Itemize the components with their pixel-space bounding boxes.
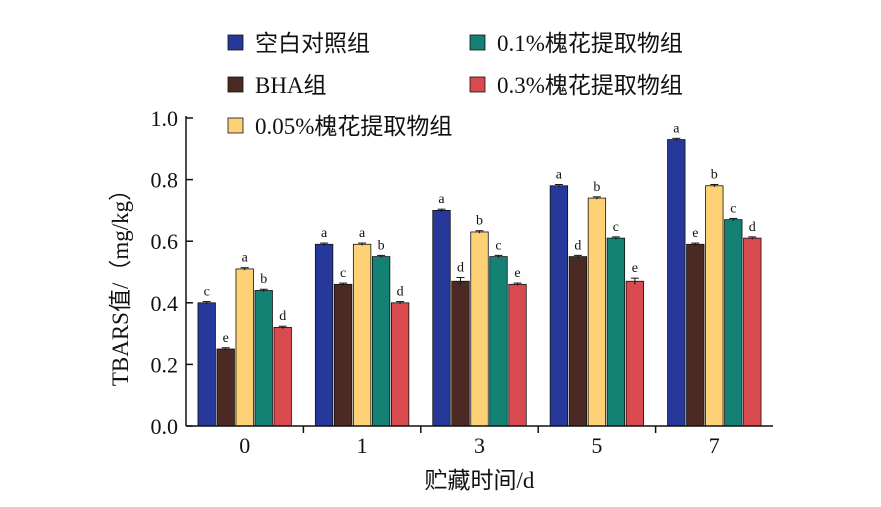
bar [390,302,410,427]
bar [352,243,372,427]
significance-label: b [476,214,483,229]
y-tick-label: 0.4 [151,291,179,316]
significance-label: c [730,201,736,216]
significance-label: a [359,226,366,241]
legend-label: 0.3%槐花提取物组 [497,73,683,98]
y-tick-label: 0.0 [151,414,179,439]
bar [489,256,508,427]
bar [686,243,705,427]
legend-label: 0.1%槐花提取物组 [497,31,683,56]
significance-label: c [340,266,346,281]
significance-label: d [749,220,756,235]
bar [470,231,489,427]
axes: 0.0 0.2 0.4 0.6 0.8 1.0 0 1 3 5 7 [151,106,773,458]
significance-label: b [378,238,385,253]
significance-label: a [673,121,680,136]
x-tick-label: 0 [239,433,250,458]
significance-label: d [574,238,581,253]
bar [235,268,254,427]
bar [333,283,353,427]
significance-label: c [613,220,619,235]
bar [724,219,743,427]
bar [216,348,235,427]
bar [549,185,569,427]
y-tick-label: 1.0 [151,106,179,131]
significance-label: b [593,180,600,195]
bar [254,290,273,427]
significance-label: c [204,285,210,300]
y-tick-label: 0.6 [151,229,179,254]
bar [432,209,451,427]
significance-label: d [279,309,286,324]
bar [587,197,607,427]
significance-label: d [457,261,464,276]
bar [508,283,527,427]
legend-swatch [227,117,244,134]
legend-swatch [469,76,486,93]
bar [568,256,588,427]
y-tick-label: 0.2 [151,352,179,377]
significance-label: e [223,331,229,346]
bar [197,302,216,427]
bar [667,139,686,427]
bar [371,256,391,427]
x-axis-title: 贮藏时间/d [425,468,535,493]
bar [705,185,724,427]
significance-label: d [397,285,404,300]
significance-label: e [514,266,520,281]
significance-label: a [242,251,249,266]
y-tick-label: 0.8 [151,168,179,193]
y-axis-title: TBARS值/（mg/kg） [108,178,133,386]
bar [314,243,334,427]
significance-label: a [321,226,328,241]
legend-label: 0.05%槐花提取物组 [255,114,452,139]
bar [625,280,645,427]
significance-label: e [692,226,698,241]
x-tick-label: 5 [591,433,602,458]
significance-label: e [632,261,638,276]
significance-label: a [438,192,445,207]
x-tick-label: 1 [357,433,368,458]
bar [273,327,292,427]
significance-label: a [556,168,563,183]
significance-label: b [711,168,718,183]
legend: 空白对照组 BHA组 0.05%槐花提取物组 0.1%槐花提取物组 0.3%槐花提取物组 [227,31,683,139]
legend-swatch [227,34,244,51]
legend-label: BHA组 [255,73,327,98]
legend-swatch [227,76,244,93]
significance-label: b [260,272,267,287]
bar [451,280,470,427]
significance-label: c [495,238,501,253]
x-tick-label: 3 [474,433,485,458]
legend-label: 空白对照组 [255,31,370,56]
x-tick-label: 7 [709,433,720,458]
bar [606,237,626,427]
legend-swatch [469,34,486,51]
bar [743,237,762,427]
